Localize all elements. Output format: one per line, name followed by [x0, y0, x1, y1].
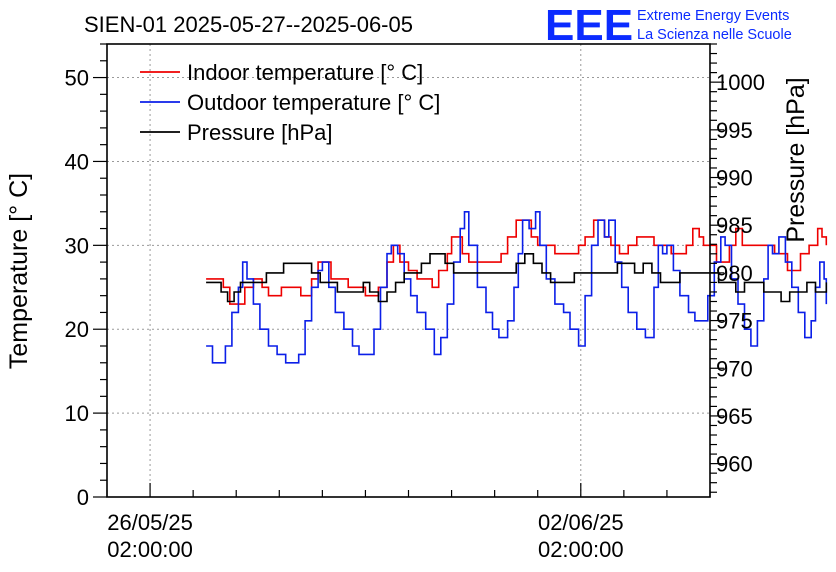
chart-title: SIEN-01 2025-05-27--2025-06-05	[84, 12, 413, 37]
series-line-1	[206, 219, 828, 305]
right-axis: 960 965 970 975 980 985 990 995 1000	[710, 43, 765, 493]
legend-label: Outdoor temperature [° C]	[187, 90, 440, 115]
y-tick-label: 50	[65, 66, 89, 91]
x-tick-label-date: 26/05/25	[107, 510, 193, 535]
y2-tick-label: 965	[716, 404, 753, 429]
series-line-2	[206, 211, 828, 364]
series-layer	[206, 211, 828, 364]
y-tick-label: 40	[65, 149, 89, 174]
eee-logo-mark: EEE	[545, 1, 633, 50]
y2-tick-label: 970	[716, 356, 753, 381]
y-tick-label: 20	[65, 317, 89, 342]
x-tick-label-time: 02:00:00	[107, 537, 193, 562]
y2-tick-label: 960	[716, 452, 753, 477]
eee-logo: EEE Extreme Energy Events La Scienza nel…	[545, 1, 792, 50]
legend-label: Pressure [hPa]	[187, 120, 333, 145]
legend: Indoor temperature [° C] Outdoor temperat…	[140, 60, 440, 145]
eee-logo-line2: La Scienza nelle Scuole	[637, 27, 792, 43]
x-tick-label-date: 02/06/25	[538, 510, 624, 535]
series-line-3	[206, 253, 828, 303]
y2-tick-label: 975	[716, 309, 753, 334]
y2-tick-label: 995	[716, 118, 753, 143]
eee-logo-line1: Extreme Energy Events	[637, 8, 789, 24]
y2-tick-label: 1000	[716, 70, 765, 95]
y-tick-label: 30	[65, 233, 89, 258]
y2-tick-label: 990	[716, 166, 753, 191]
y2-tick-label: 985	[716, 213, 753, 238]
y-axis-label: Temperature [° C]	[5, 173, 33, 369]
y2-axis-label: Pressure [hPa]	[782, 77, 810, 242]
y-tick-label: 0	[77, 485, 89, 510]
x-tick-label-time: 02:00:00	[538, 537, 624, 562]
left-axis: 0 10 20 30 40 50	[65, 43, 107, 510]
legend-label: Indoor temperature [° C]	[187, 60, 423, 85]
y2-tick-label: 980	[716, 261, 753, 286]
y-tick-label: 10	[65, 401, 89, 426]
grid	[107, 44, 710, 497]
